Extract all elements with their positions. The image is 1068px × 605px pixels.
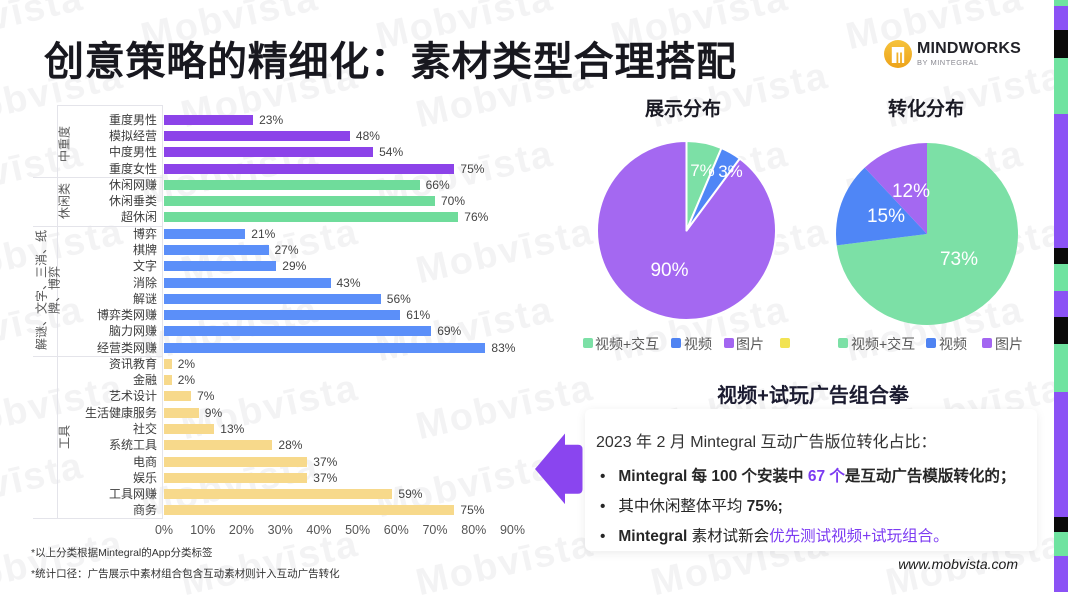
svg-text:12%: 12%: [892, 181, 930, 202]
svg-text:3%: 3%: [718, 162, 743, 181]
svg-text:15%: 15%: [867, 206, 905, 227]
svg-text:90%: 90%: [650, 260, 688, 281]
svg-text:7%: 7%: [690, 161, 715, 180]
svg-text:73%: 73%: [940, 249, 978, 270]
